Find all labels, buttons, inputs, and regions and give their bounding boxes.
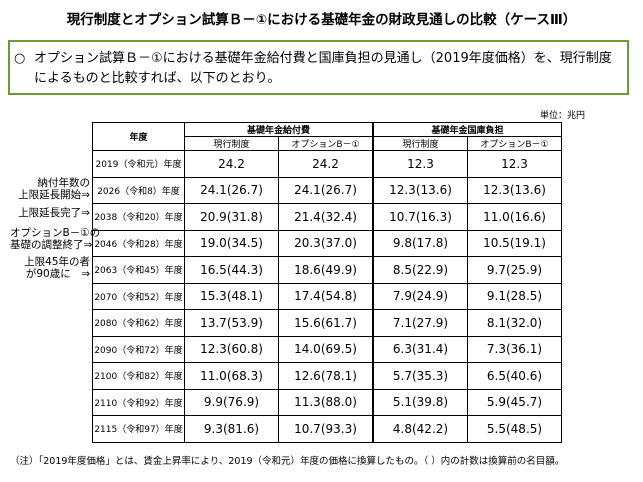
row: 2046（令和28）年度 19.0(34.5) 20.3(37.0) 9.8(17.8…: [92, 229, 562, 257]
cell: 15.6(61.7): [278, 309, 374, 337]
cell: 2063（令和45）年度: [92, 256, 185, 284]
cell: 12.3(60.8): [184, 335, 279, 363]
cell: 9.7(25.9): [467, 256, 562, 284]
annotation-line: 上限45年の者: [24, 256, 90, 268]
cell: 11.3(88.0): [278, 388, 374, 416]
row: 2090（令和72）年度 12.3(60.8) 14.0(69.5) 6.3(31.4…: [92, 335, 562, 363]
cell: 5.1(39.8): [372, 388, 468, 416]
row: 2100（令和82）年度 11.0(68.3) 12.6(78.1) 5.7(35.3…: [92, 362, 562, 390]
cell: 2070（令和52）年度: [92, 282, 185, 310]
subheader: 現行制度: [372, 136, 468, 151]
header: 基礎年金国庫負担: [372, 122, 562, 137]
cell: 15.3(48.1): [184, 282, 279, 310]
cell: 5.5(48.5): [467, 415, 562, 443]
cell: 7.1(27.9): [372, 309, 468, 337]
annotation-line: 納付年数の: [37, 177, 91, 189]
cell: 17.4(54.8): [278, 282, 374, 310]
row: 2038（令和20）年度 20.9(31.8) 21.4(32.4) 10.7(16.…: [92, 203, 562, 231]
row: 2019（令和元）年度 24.2 24.2 12.3 12.3: [92, 150, 562, 178]
cell: 2110（令和92）年度: [92, 388, 185, 416]
footnote: （注）「2019年度価格」とは、賃金上昇率により、2019（令和元）年度の価格に…: [10, 456, 565, 467]
cell: 4.8(42.2): [372, 415, 468, 443]
cell: 14.0(69.5): [278, 335, 374, 363]
cell: 12.3: [372, 150, 468, 178]
cell: 20.9(31.8): [184, 203, 279, 231]
annotation-line: 上限延長完了⇒: [18, 207, 90, 219]
subheader: 現行制度: [184, 136, 279, 151]
cell: 6.3(31.4): [372, 335, 468, 363]
bullet: ○: [14, 51, 26, 66]
cell: 10.5(19.1): [467, 229, 562, 257]
cell: 2115（令和97）年度: [92, 415, 185, 443]
cell: 2090（令和72）年度: [92, 335, 185, 363]
annotation: オプションB－①の 基礎の調整終了⇒: [10, 227, 101, 251]
cell: 2038（令和20）年度: [92, 203, 185, 231]
cell: 12.3(13.6): [372, 176, 468, 204]
cell: 9.3(81.6): [184, 415, 279, 443]
cell: 2100（令和82）年度: [92, 362, 185, 390]
cell: 2019（令和元）年度: [92, 150, 185, 178]
cell: 7.9(24.9): [372, 282, 468, 310]
cell: 9.1(28.5): [467, 282, 562, 310]
cell: 11.0(16.6): [467, 203, 562, 231]
row: 2026（令和8）年度 24.1(26.7) 24.1(26.7) 12.3(13.6…: [92, 176, 562, 204]
cell: 8.5(22.9): [372, 256, 468, 284]
cell: 24.1(26.7): [184, 176, 279, 204]
cell: 24.2: [184, 150, 279, 178]
row: 2063（令和45）年度 16.5(44.3) 18.6(49.9) 8.5(22.9…: [92, 256, 562, 284]
annotation: 納付年数の 上限延長開始⇒: [10, 177, 90, 201]
cell: 10.7(93.3): [278, 415, 374, 443]
cell: 18.6(49.9): [278, 256, 374, 284]
cell: 24.1(26.7): [278, 176, 374, 204]
row: 2115（令和97）年度 9.3(81.6) 10.7(93.3) 4.8(42.2)…: [92, 415, 562, 443]
cell: 6.5(40.6): [467, 362, 562, 390]
cell: 8.1(32.0): [467, 309, 562, 337]
cell: 2046（令和28）年度: [92, 229, 185, 257]
annotation: 上限延長完了⇒: [10, 207, 90, 219]
annotation-line: 基礎の調整終了⇒: [10, 239, 93, 251]
cell: 21.4(32.4): [278, 203, 374, 231]
cell: 5.9(45.7): [467, 388, 562, 416]
header: 年度: [92, 122, 185, 151]
annotation-line: が90歳に ⇒: [25, 268, 90, 280]
row: 2080（令和62）年度 13.7(53.9) 15.6(61.7) 7.1(27.9…: [92, 309, 562, 337]
subheader: オプションB－①: [467, 136, 562, 151]
row: 2110（令和92）年度 9.9(76.9) 11.3(88.0) 5.1(39.8)…: [92, 388, 562, 416]
cell: 19.0(34.5): [184, 229, 279, 257]
cell: 5.7(35.3): [372, 362, 468, 390]
table: 年度 基礎年金給付費 基礎年金国庫負担 現行制度 オプションB－① 現行制度 オ…: [92, 122, 562, 443]
cell: 10.7(16.3): [372, 203, 468, 231]
cell: 2080（令和62）年度: [92, 309, 185, 337]
cell: 2026（令和8）年度: [92, 176, 185, 204]
annotation-line: オプションB－①の: [10, 227, 101, 239]
header: 基礎年金給付費: [184, 122, 374, 137]
cell: 13.7(53.9): [184, 309, 279, 337]
subheader: オプションB－①: [278, 136, 374, 151]
unit: 単位：兆円: [540, 111, 586, 121]
cell: 20.3(37.0): [278, 229, 374, 257]
notice-text: オプション試算Ｂ－①における基礎年金給付費と国庫負担の見通し（2019年度価格）…: [34, 51, 612, 86]
cell: 24.2: [278, 150, 374, 178]
cell: 12.3: [467, 150, 562, 178]
cell: 12.6(78.1): [278, 362, 374, 390]
cell: 9.8(17.8): [372, 229, 468, 257]
annotation: 上限45年の者 が90歳に ⇒: [10, 256, 90, 280]
notice-box: [8, 40, 629, 95]
cell: 7.3(36.1): [467, 335, 562, 363]
cell: 11.0(68.3): [184, 362, 279, 390]
annotation-line: 上限延長開始⇒: [18, 189, 90, 201]
cell: 9.9(76.9): [184, 388, 279, 416]
title: 現行制度とオプション試算Ｂ－①における基礎年金の財政見通しの比較（ケースⅢ）: [66, 12, 577, 28]
cell: 12.3(13.6): [467, 176, 562, 204]
cell: 16.5(44.3): [184, 256, 279, 284]
row: 2070（令和52）年度 15.3(48.1) 17.4(54.8) 7.9(24.9…: [92, 282, 562, 310]
